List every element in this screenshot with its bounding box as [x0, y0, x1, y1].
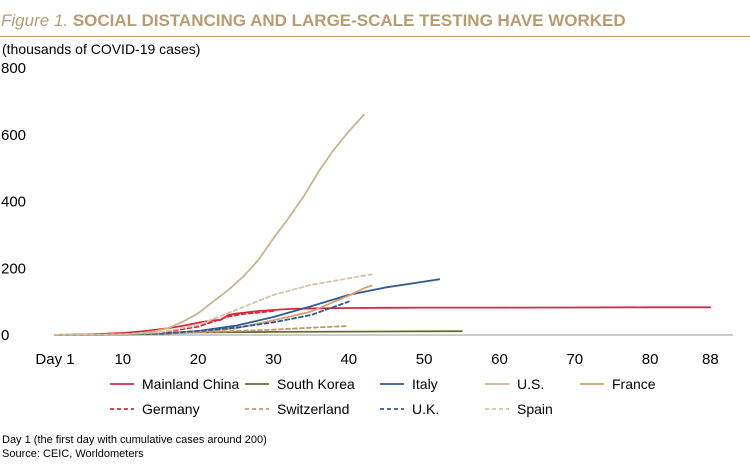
day-definition-note: Day 1 (the first day with cumulative cas… [2, 434, 267, 446]
legend-label: South Korea [277, 376, 355, 392]
x-tick-label: 10 [114, 351, 131, 368]
chart-axes: 0 200 400 600 800 Day 1 10 20 30 40 50 60 70 80 88 [1, 60, 733, 368]
figure-title-text: SOCIAL DISTANCING AND LARGE-SCALE TESTIN… [72, 11, 626, 30]
x-tick-label: 20 [190, 351, 207, 368]
series-line [54, 113, 365, 336]
chart-series [54, 113, 712, 336]
x-tick-label: 70 [566, 351, 583, 368]
legend-label: Italy [412, 376, 438, 392]
series-line [54, 306, 712, 336]
x-tick-label: Day 1 [35, 351, 74, 368]
y-tick-label: 0 [1, 327, 9, 344]
series-line [54, 273, 373, 336]
legend-label: France [612, 376, 656, 392]
legend-label: Mainland China [142, 376, 239, 392]
x-tick-label: 60 [491, 351, 508, 368]
legend-label: U.K. [412, 401, 439, 417]
figure-title: Figure 1. SOCIAL DISTANCING AND LARGE-SC… [1, 11, 626, 31]
x-tick-label: 88 [702, 351, 719, 368]
legend-label: Spain [517, 401, 553, 417]
legend-label: U.S. [517, 376, 544, 392]
y-axis-units-label: (thousands of COVID-19 cases) [2, 41, 201, 57]
y-tick-label: 600 [1, 127, 26, 144]
x-tick-label: 30 [265, 351, 282, 368]
series-line [54, 300, 350, 336]
y-tick-label: 400 [1, 194, 26, 211]
x-tick-label: 80 [642, 351, 659, 368]
figure-label: Figure 1. [1, 11, 69, 30]
x-tick-label: 40 [340, 351, 357, 368]
legend-label: Switzerland [277, 401, 349, 417]
y-tick-label: 800 [1, 60, 26, 77]
x-tick-label: 50 [416, 351, 433, 368]
legend-label: Germany [142, 401, 200, 417]
source-note: Source: CEIC, Worldometers [2, 448, 144, 460]
title-divider [0, 36, 750, 37]
y-tick-label: 200 [1, 260, 26, 277]
chart-legend: Mainland China South Korea Italy U.S. France… [110, 376, 656, 417]
